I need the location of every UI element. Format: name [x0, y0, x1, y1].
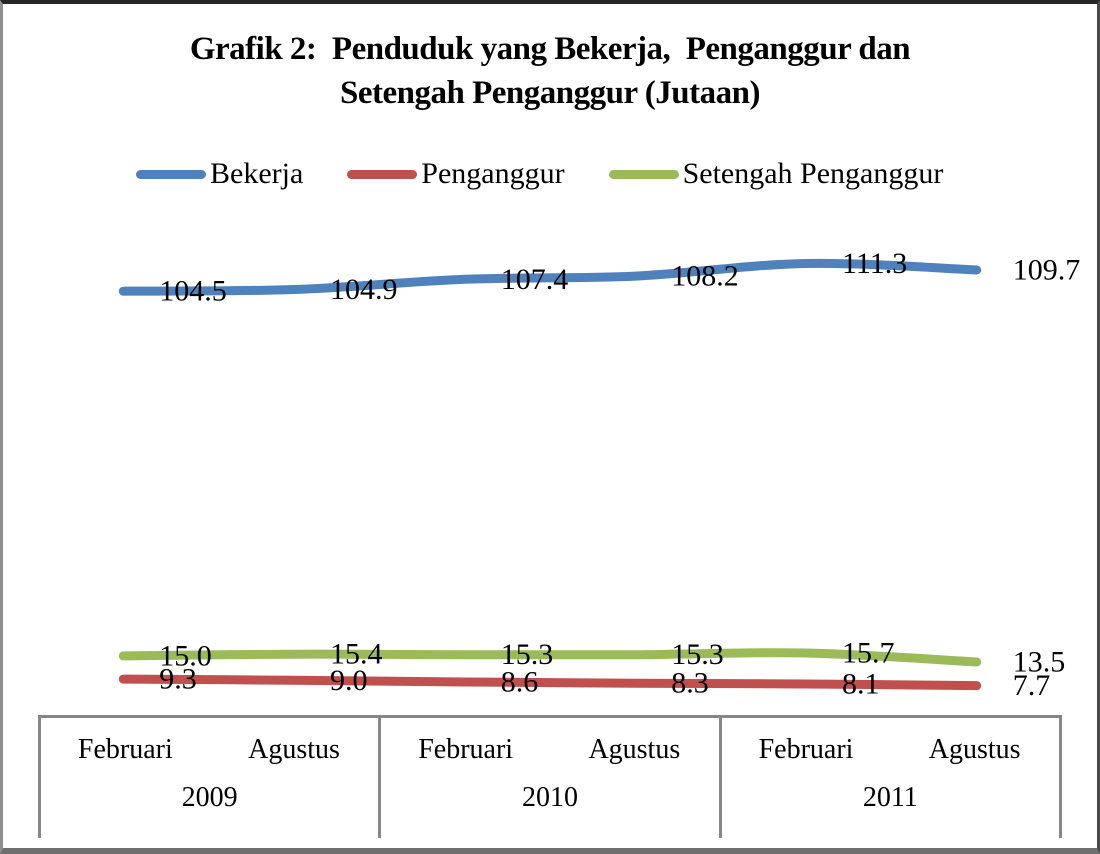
data-label-setengah-penganggur: 15.4 [330, 638, 383, 671]
data-label-bekerja: 111.3 [842, 247, 907, 280]
axis-label-month: Agustus [928, 734, 1021, 766]
legend-line-swatch-setengah-penganggur-icon [608, 169, 679, 179]
data-label-penganggur: 9.0 [330, 664, 368, 697]
data-label-bekerja: 109.7 [1013, 254, 1080, 287]
axis-label-month: Februari [418, 734, 514, 766]
legend-label-bekerja: Bekerja [210, 157, 304, 190]
series-line-setengah-penganggur [118, 648, 982, 667]
data-label-bekerja: 107.4 [501, 263, 569, 296]
data-label-bekerja: 104.9 [330, 273, 398, 306]
legend-item-setengah-penganggur: Setengah Penganggur [608, 157, 944, 191]
data-label-penganggur: 7.7 [1013, 669, 1050, 702]
data-label-setengah-penganggur: 15.3 [671, 638, 724, 671]
chart-title-line-2: Setengah Penganggur (Jutaan) [340, 75, 760, 111]
legend-line-swatch-bekerja-icon [136, 169, 206, 179]
category-axis-table: Februari Agustus 2009 Februari Agustus 2… [38, 715, 1062, 838]
legend-item-penganggur: Penganggur [347, 157, 565, 191]
legend-label-penganggur: Penganggur [421, 157, 565, 190]
data-label-penganggur: 8.3 [671, 667, 709, 700]
series-line-bekerja [118, 258, 982, 296]
data-label-bekerja: 104.5 [159, 275, 227, 308]
data-label-penganggur: 8.1 [842, 668, 880, 701]
axis-label-year: 2009 [181, 782, 238, 814]
axis-label-month: Februari [77, 734, 173, 766]
axis-group-2011: Februari Agustus 2011 [722, 718, 1059, 838]
chart-legend: Bekerja Penganggur Setengah Penganggur [136, 152, 943, 196]
data-label-setengah-penganggur: 13.5 [1013, 646, 1065, 679]
data-label-penganggur: 8.6 [501, 666, 539, 699]
axis-label-month: Agustus [248, 734, 340, 766]
legend-label-setengah-penganggur: Setengah Penganggur [682, 157, 944, 190]
series-line-penganggur [118, 674, 982, 691]
axis-label-month: Agustus [588, 734, 681, 766]
axis-label-year: 2010 [521, 782, 578, 814]
axis-label-month: Februari [758, 734, 854, 766]
legend-line-swatch-penganggur-icon [347, 169, 418, 179]
data-label-setengah-penganggur: 15.3 [501, 638, 554, 671]
data-label-penganggur: 9.3 [159, 663, 197, 696]
axis-months-row: Februari Agustus [381, 718, 718, 782]
axis-months-row: Februari Agustus [41, 718, 378, 782]
axis-months-row: Februari Agustus [722, 718, 1059, 782]
legend-item-bekerja: Bekerja [136, 157, 303, 191]
axis-group-2009: Februari Agustus 2009 [41, 718, 382, 838]
chart-title: Grafik 2: Penduduk yang Bekerja, Pengang… [0, 27, 1100, 115]
chart-title-line-1: Grafik 2: Penduduk yang Bekerja, Pengang… [189, 31, 911, 67]
data-label-setengah-penganggur: 15.7 [842, 637, 895, 670]
data-label-setengah-penganggur: 15.0 [159, 639, 212, 672]
data-label-bekerja: 108.2 [671, 260, 739, 293]
axis-label-year: 2011 [862, 782, 918, 814]
axis-group-2010: Februari Agustus 2010 [381, 718, 722, 838]
